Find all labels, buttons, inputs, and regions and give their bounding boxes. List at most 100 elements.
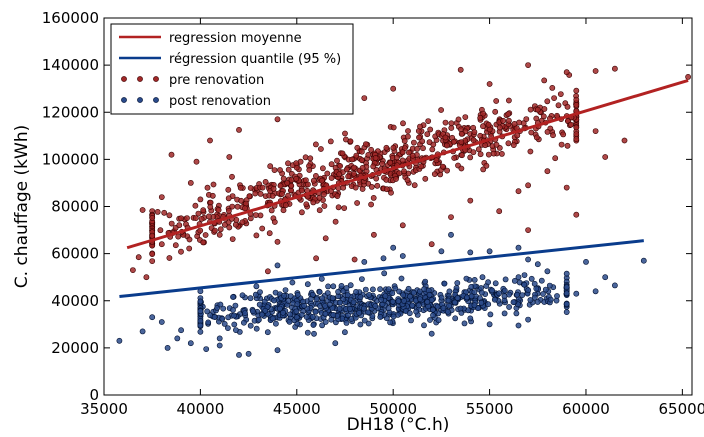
post-renovation-point	[389, 290, 396, 297]
post-renovation-point	[174, 335, 181, 342]
post-renovation-point	[409, 302, 416, 309]
post-renovation-point	[343, 285, 350, 291]
post-renovation-point	[369, 286, 376, 293]
pre-renovation-point	[552, 155, 559, 162]
post-renovation-point	[398, 275, 405, 282]
pre-renovation-point	[523, 116, 530, 122]
pre-renovation-point	[470, 137, 477, 144]
legend-dot	[121, 76, 127, 82]
pre-renovation-point	[210, 181, 217, 188]
pre-renovation-point	[422, 175, 429, 182]
pre-renovation-point	[492, 108, 499, 115]
pre-renovation-point	[480, 166, 487, 173]
pre-renovation-point	[399, 222, 406, 229]
pre-renovation-point	[390, 85, 397, 92]
points-layer	[116, 62, 691, 358]
pre-renovation-point	[410, 139, 417, 146]
pre-renovation-point	[243, 200, 249, 207]
post-renovation-point	[335, 288, 341, 295]
post-renovation-point	[430, 312, 436, 319]
post-renovation-point	[427, 317, 433, 323]
pre-renovation-point	[166, 255, 173, 261]
post-renovation-point	[461, 320, 468, 327]
pre-renovation-point	[544, 168, 551, 175]
post-renovation-point	[293, 308, 300, 315]
pre-renovation-point	[500, 117, 507, 124]
post-renovation-point	[429, 306, 436, 313]
post-renovation-point	[282, 287, 289, 293]
post-renovation-point	[602, 274, 609, 281]
pre-renovation-point	[268, 207, 275, 214]
pre-renovation-point	[149, 232, 156, 239]
post-renovation-point	[445, 308, 451, 315]
pre-renovation-point	[135, 254, 142, 261]
post-renovation-point	[406, 310, 413, 317]
post-renovation-point	[236, 351, 242, 358]
lines-layer	[119, 79, 689, 299]
post-renovation-point	[164, 344, 171, 351]
post-renovation-point	[519, 292, 526, 298]
post-renovation-point	[245, 350, 252, 357]
x-tick-label: 65000	[659, 400, 704, 418]
post-renovation-point	[247, 295, 254, 302]
pre-renovation-point	[361, 95, 368, 101]
post-renovation-point	[377, 286, 383, 293]
post-renovation-point	[592, 288, 599, 295]
x-tick-label: 45000	[273, 400, 321, 418]
pre-renovation-point	[277, 167, 283, 173]
post-renovation-point	[211, 314, 218, 320]
pre-renovation-point	[238, 197, 245, 204]
pre-renovation-point	[242, 205, 248, 212]
pre-renovation-point	[573, 124, 580, 131]
pre-renovation-point	[525, 182, 531, 189]
pre-renovation-point	[505, 117, 512, 124]
pre-renovation-point	[505, 140, 512, 147]
pre-renovation-point	[192, 202, 199, 209]
post-renovation-point	[230, 307, 236, 313]
post-renovation-point	[310, 322, 317, 328]
y-tick-label: 20000	[51, 339, 99, 357]
pre-renovation-point	[429, 146, 436, 153]
legend-dot	[153, 97, 159, 103]
pre-renovation-point	[264, 268, 271, 275]
legend-label-post-renovation: post renovation	[169, 94, 271, 109]
post-renovation-point	[205, 319, 212, 326]
pre-renovation-point	[362, 141, 369, 147]
pre-renovation-point	[158, 194, 165, 200]
post-renovation-point	[563, 309, 570, 315]
pre-renovation-point	[387, 159, 394, 166]
post-renovation-point	[303, 314, 310, 320]
pre-renovation-point	[310, 199, 317, 206]
pre-renovation-point	[426, 139, 433, 146]
pre-renovation-point	[226, 224, 233, 231]
post-renovation-point	[216, 335, 223, 342]
pre-renovation-point	[316, 194, 323, 201]
post-renovation-point	[381, 270, 388, 277]
pre-renovation-point	[563, 184, 570, 191]
pre-renovation-point	[354, 144, 361, 151]
post-renovation-point	[438, 294, 445, 301]
post-renovation-point	[525, 256, 531, 263]
pre-renovation-point	[339, 150, 346, 157]
pre-renovation-point	[274, 116, 281, 123]
post-renovation-point	[471, 276, 478, 283]
pre-renovation-point	[176, 222, 183, 229]
post-renovation-point	[197, 328, 204, 335]
post-renovation-point	[358, 276, 365, 282]
pre-renovation-point	[229, 236, 236, 242]
pre-renovation-point	[317, 146, 324, 152]
pre-renovation-point	[200, 239, 207, 246]
pre-renovation-point	[359, 164, 366, 171]
pre-renovation-point	[195, 210, 202, 217]
pre-renovation-point	[269, 192, 276, 199]
pre-renovation-point	[266, 230, 273, 237]
pre-renovation-point	[612, 65, 618, 72]
pre-renovation-point	[349, 156, 355, 163]
post-renovation-point	[350, 299, 357, 306]
pre-renovation-point	[225, 207, 232, 214]
post-renovation-point	[312, 308, 319, 315]
post-renovation-point	[316, 289, 323, 295]
pre-renovation-point	[551, 95, 557, 101]
pre-renovation-point	[293, 175, 300, 182]
pre-renovation-point	[418, 163, 424, 170]
